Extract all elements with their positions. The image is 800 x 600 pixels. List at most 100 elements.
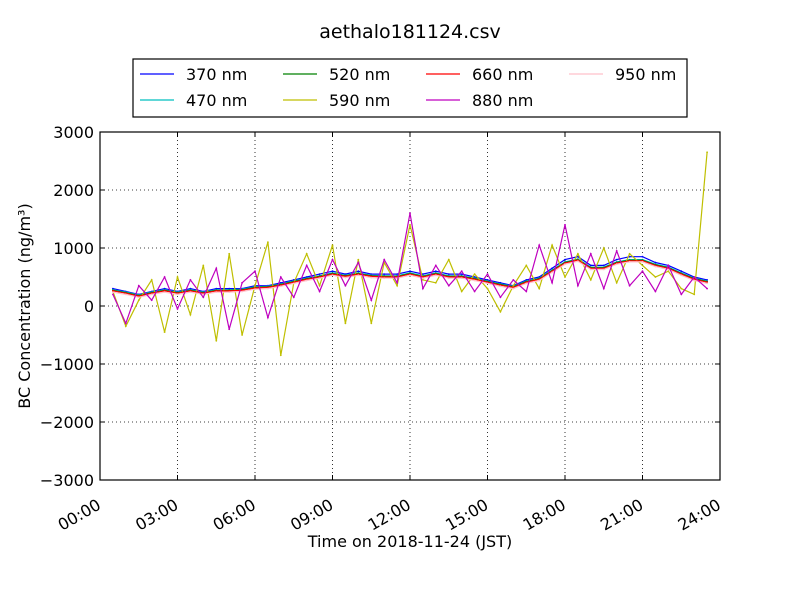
y-tick-label: 1000	[53, 239, 94, 258]
data-point	[370, 276, 373, 279]
legend-label: 880 nm	[472, 91, 533, 110]
data-point	[460, 290, 463, 293]
data-point	[292, 296, 295, 299]
x-tick-label: 06:00	[210, 495, 259, 535]
data-point	[383, 277, 386, 280]
data-point	[602, 247, 605, 249]
data-point	[370, 299, 373, 302]
data-point	[370, 322, 373, 325]
data-point	[124, 322, 127, 325]
data-point	[189, 279, 192, 281]
data-point	[538, 244, 541, 247]
data-point	[615, 258, 618, 261]
data-point	[150, 279, 153, 281]
legend-label: 950 nm	[615, 65, 676, 84]
data-point	[589, 279, 592, 281]
data-point	[434, 264, 437, 267]
data-point	[112, 291, 114, 293]
data-point	[641, 270, 644, 273]
data-point	[409, 223, 411, 226]
data-point	[331, 270, 334, 273]
data-point	[499, 296, 502, 299]
data-point	[602, 268, 605, 271]
data-point	[137, 296, 140, 299]
data-point	[318, 290, 321, 293]
data-point	[357, 274, 360, 277]
data-point	[538, 279, 541, 282]
data-point	[512, 284, 515, 287]
data-point	[318, 273, 321, 275]
data-point	[447, 273, 450, 275]
data-point	[589, 264, 592, 267]
data-point	[202, 296, 205, 299]
data-point	[396, 273, 398, 275]
data-point	[654, 276, 657, 278]
legend-entry: 470 nm	[140, 91, 247, 110]
x-tick-label: 15:00	[442, 495, 491, 535]
data-point	[693, 279, 696, 282]
data-point	[254, 288, 256, 291]
data-point	[577, 255, 579, 258]
y-tick-label: 0	[84, 297, 94, 316]
data-point	[292, 282, 295, 285]
data-point	[628, 284, 631, 287]
y-tick-label: −3000	[40, 471, 94, 490]
data-point	[680, 274, 683, 277]
data-point	[318, 277, 321, 280]
data-point	[422, 273, 424, 275]
y-tick-label: −1000	[40, 355, 94, 374]
data-point	[512, 279, 515, 281]
data-point	[228, 328, 231, 331]
data-point	[344, 284, 347, 287]
data-point	[693, 293, 696, 296]
data-point	[241, 290, 244, 293]
data-point	[551, 267, 553, 270]
data-point	[680, 287, 683, 290]
data-point	[551, 271, 553, 274]
data-point	[602, 264, 605, 267]
data-point	[499, 310, 502, 313]
data-point	[422, 287, 424, 290]
data-point	[577, 252, 579, 255]
data-point	[409, 274, 411, 277]
data-point	[525, 282, 528, 285]
data-point	[434, 270, 437, 273]
data-point	[628, 252, 631, 255]
data-point	[163, 331, 166, 333]
plot-lines	[112, 151, 708, 357]
data-point	[693, 276, 696, 278]
data-point	[279, 285, 282, 288]
data-point	[396, 281, 398, 284]
data-point	[706, 282, 708, 285]
data-point	[305, 264, 308, 267]
data-point	[473, 290, 476, 293]
data-point	[460, 277, 463, 280]
data-point	[331, 244, 334, 247]
data-point	[577, 260, 579, 263]
data-point	[589, 268, 592, 271]
data-point	[628, 261, 631, 263]
data-point	[163, 276, 166, 278]
data-point	[331, 274, 334, 277]
data-point	[189, 313, 192, 316]
data-point	[589, 252, 592, 255]
data-point	[318, 284, 321, 287]
data-point	[564, 258, 566, 261]
data-point	[473, 273, 476, 275]
data-point	[163, 291, 166, 293]
data-point	[473, 279, 476, 282]
data-point	[512, 287, 515, 290]
x-tick-label: 24:00	[675, 495, 724, 535]
x-tick-label: 21:00	[597, 495, 646, 535]
legend-label: 470 nm	[186, 91, 247, 110]
data-point	[680, 270, 683, 273]
data-point	[267, 287, 269, 290]
data-point	[267, 316, 269, 319]
data-point	[667, 264, 670, 267]
data-point	[564, 223, 566, 226]
data-point	[357, 261, 360, 264]
data-point	[525, 290, 528, 293]
data-point	[434, 281, 437, 284]
legend-entry: 880 nm	[426, 91, 533, 110]
data-point	[215, 267, 218, 270]
